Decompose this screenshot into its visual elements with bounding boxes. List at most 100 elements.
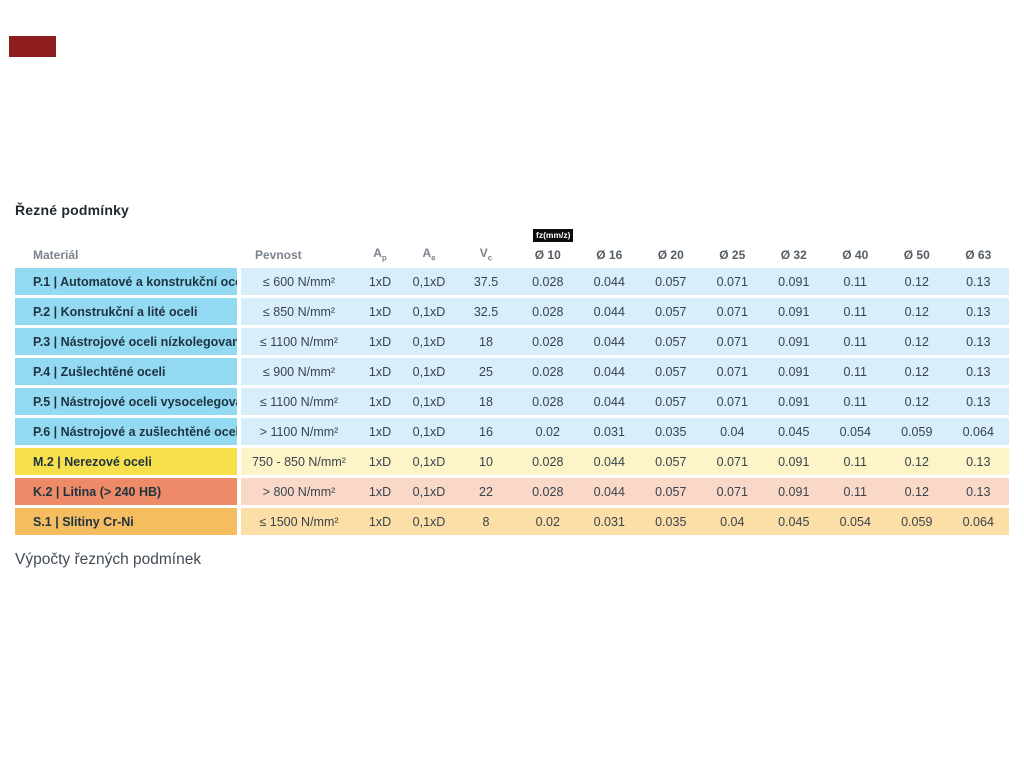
fz-value-cell: 0.059: [901, 514, 933, 529]
fz-value-cell: 0.091: [778, 364, 810, 379]
fz-value-cell: 0.054: [839, 424, 871, 439]
fz-value-cell: 0.028: [532, 334, 564, 349]
fz-value-cell: 0.04: [720, 514, 745, 529]
pevnost-cell: ≤ 900 N/mm²: [262, 364, 336, 379]
column-header-ae: Ae: [422, 245, 436, 262]
fz-value-cell: 0.13: [966, 454, 991, 469]
fz-value-cell: 0.071: [716, 484, 748, 499]
fz-value-cell: 0.13: [966, 274, 991, 289]
fz-value-cell: 0.064: [962, 514, 994, 529]
ae-cell: 0,1xD: [412, 394, 446, 409]
fz-value-cell: 0.12: [904, 454, 929, 469]
ap-cell: 1xD: [368, 334, 392, 349]
column-header-d10: Ø 10: [534, 248, 561, 262]
vc-cell: 37.5: [473, 274, 499, 289]
fz-unit-badge: fz(mm/z): [533, 229, 574, 242]
fz-value-cell: 0.11: [843, 304, 867, 319]
column-header-pevnost: Pevnost: [255, 248, 302, 262]
table-row: S.1 | Slitiny Cr-Ni ≤ 1500 N/mm² 1xD 0,1xD 8…: [15, 508, 1009, 535]
row-values: ≤ 1100 N/mm² 1xD 0,1xD 18 0.028 0.044 0.057 0.0…: [241, 328, 1009, 355]
fz-value-cell: 0.044: [593, 394, 625, 409]
pevnost-cell: > 1100 N/mm²: [259, 424, 339, 439]
fz-value-cell: 0.11: [843, 364, 867, 379]
table-row: P.4 | Zušlechtěné oceli ≤ 900 N/mm² 1xD 0,1…: [15, 358, 1009, 385]
fz-value-cell: 0.044: [593, 364, 625, 379]
fz-value-cell: 0.13: [966, 484, 991, 499]
table-row: P.6 | Nástrojové a zušlechtěné oceli > 11…: [15, 418, 1009, 445]
fz-value-cell: 0.028: [532, 364, 564, 379]
fz-value-cell: 0.071: [716, 364, 748, 379]
fz-value-cell: 0.057: [655, 484, 687, 499]
fz-value-cell: 0.045: [778, 424, 810, 439]
pevnost-cell: > 800 N/mm²: [262, 484, 336, 499]
ae-cell: 0,1xD: [412, 334, 446, 349]
ae-cell: 0,1xD: [412, 364, 446, 379]
vc-cell: 8: [482, 514, 490, 529]
table-row: P.2 | Konstrukční a lité oceli ≤ 850 N/mm…: [15, 298, 1009, 325]
fz-value-cell: 0.057: [655, 334, 687, 349]
fz-value-cell: 0.064: [962, 424, 994, 439]
material-cell: P.5 | Nástrojové oceli vysocelegované: [15, 388, 237, 415]
fz-value-cell: 0.071: [716, 274, 748, 289]
table-row: M.2 | Nerezové oceli 750 - 850 N/mm² 1xD 0,…: [15, 448, 1009, 475]
ap-cell: 1xD: [368, 424, 392, 439]
fz-value-cell: 0.091: [778, 304, 810, 319]
column-header-material: Materiál: [33, 248, 79, 262]
ap-cell: 1xD: [368, 364, 392, 379]
fz-value-cell: 0.071: [716, 454, 748, 469]
vc-cell: 10: [479, 454, 493, 469]
ae-cell: 0,1xD: [412, 484, 446, 499]
table-header-row: Materiál Pevnost Ap Ae Vc Ø 10 Ø 16 Ø 20…: [15, 229, 1009, 268]
fz-value-cell: 0.12: [904, 484, 929, 499]
ap-cell: 1xD: [368, 304, 392, 319]
row-values: > 800 N/mm² 1xD 0,1xD 22 0.028 0.044 0.057 0.07…: [241, 478, 1009, 505]
fz-value-cell: 0.028: [532, 304, 564, 319]
ae-cell: 0,1xD: [412, 424, 446, 439]
column-header-vc: Vc: [479, 245, 493, 262]
column-header-d50: Ø 50: [903, 248, 930, 262]
material-cell: M.2 | Nerezové oceli: [15, 448, 237, 475]
column-header-d63: Ø 63: [965, 248, 992, 262]
table-row: K.2 | Litina (> 240 HB) > 800 N/mm² 1xD 0,1…: [15, 478, 1009, 505]
pevnost-cell: ≤ 1100 N/mm²: [259, 334, 339, 349]
table-row: P.3 | Nástrojové oceli nízkolegované ≤ 11…: [15, 328, 1009, 355]
fz-value-cell: 0.02: [535, 514, 560, 529]
ap-cell: 1xD: [368, 454, 392, 469]
fz-value-cell: 0.091: [778, 394, 810, 409]
fz-value-cell: 0.045: [778, 514, 810, 529]
row-values: ≤ 600 N/mm² 1xD 0,1xD 37.5 0.028 0.044 0.057 0.…: [241, 268, 1009, 295]
vc-cell: 18: [479, 334, 493, 349]
column-header-d32: Ø 32: [780, 248, 807, 262]
fz-value-cell: 0.057: [655, 364, 687, 379]
fz-value-cell: 0.057: [655, 274, 687, 289]
fz-value-cell: 0.057: [655, 454, 687, 469]
vc-cell: 22: [479, 484, 493, 499]
fz-value-cell: 0.12: [904, 304, 929, 319]
fz-value-cell: 0.11: [843, 274, 867, 289]
ae-cell: 0,1xD: [412, 304, 446, 319]
ap-cell: 1xD: [368, 394, 392, 409]
fz-value-cell: 0.054: [839, 514, 871, 529]
row-values: 750 - 850 N/mm² 1xD 0,1xD 10 0.028 0.044 0.057…: [241, 448, 1009, 475]
vc-cell: 16: [479, 424, 493, 439]
pevnost-cell: ≤ 600 N/mm²: [262, 274, 336, 289]
fz-value-cell: 0.12: [904, 274, 929, 289]
column-header-ap: Ap: [373, 245, 387, 262]
fz-value-cell: 0.059: [901, 424, 933, 439]
pevnost-cell: ≤ 850 N/mm²: [262, 304, 336, 319]
fz-value-cell: 0.028: [532, 454, 564, 469]
material-cell: P.6 | Nástrojové a zušlechtěné oceli: [15, 418, 237, 445]
fz-value-cell: 0.044: [593, 274, 625, 289]
fz-value-cell: 0.091: [778, 454, 810, 469]
table-row: P.1 | Automatové a konstrukční oceli ≤ 60…: [15, 268, 1009, 295]
fz-value-cell: 0.044: [593, 304, 625, 319]
material-cell: P.3 | Nástrojové oceli nízkolegované: [15, 328, 237, 355]
fz-value-cell: 0.028: [532, 394, 564, 409]
fz-value-cell: 0.13: [966, 394, 991, 409]
ap-cell: 1xD: [368, 514, 392, 529]
pevnost-cell: ≤ 1100 N/mm²: [259, 394, 339, 409]
fz-value-cell: 0.044: [593, 454, 625, 469]
fz-value-cell: 0.028: [532, 484, 564, 499]
table-body: P.1 | Automatové a konstrukční oceli ≤ 60…: [15, 268, 1009, 535]
ap-cell: 1xD: [368, 484, 392, 499]
